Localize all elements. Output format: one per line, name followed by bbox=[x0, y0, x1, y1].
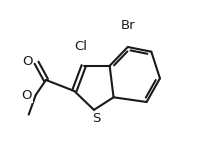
Text: Cl: Cl bbox=[74, 40, 87, 53]
Text: S: S bbox=[92, 112, 100, 125]
Text: Br: Br bbox=[120, 19, 135, 32]
Text: O: O bbox=[22, 55, 32, 68]
Text: O: O bbox=[22, 89, 32, 102]
